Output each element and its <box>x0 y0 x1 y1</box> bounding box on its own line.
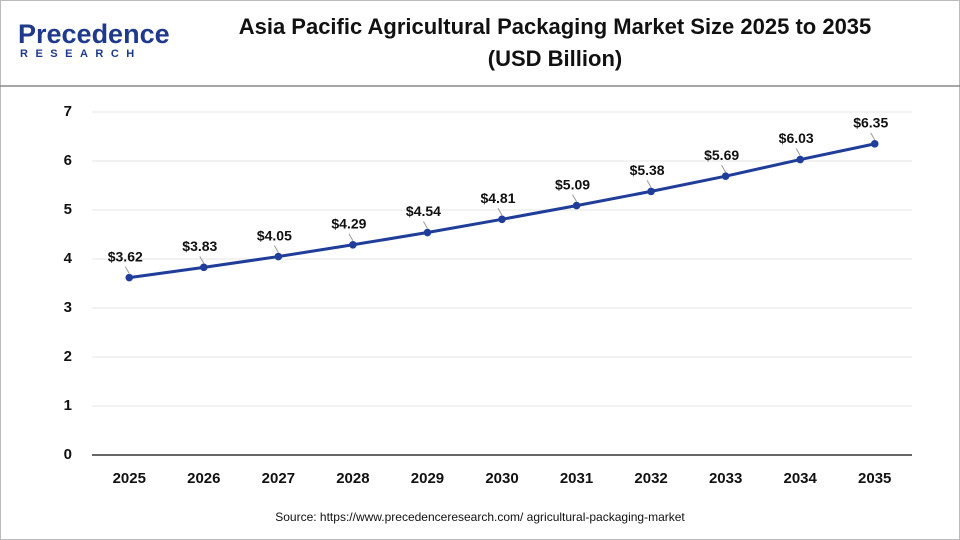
y-tick-label: 4 <box>64 250 73 267</box>
value-label: $4.54 <box>406 203 441 219</box>
x-tick-label: 2034 <box>783 470 817 487</box>
leader <box>870 132 876 141</box>
x-tick-label: 2028 <box>336 470 369 487</box>
leader <box>423 221 428 229</box>
value-label: $4.05 <box>257 227 292 243</box>
point <box>349 240 357 249</box>
leader <box>199 256 205 264</box>
leader <box>721 164 727 173</box>
logo-name: Precedence <box>18 19 170 49</box>
y-tick-label: 2 <box>64 348 72 365</box>
point <box>572 201 581 210</box>
x-tick-label: 2026 <box>187 470 220 487</box>
point <box>423 228 432 237</box>
chart-title: Asia Pacific Agricultural Packaging Mark… <box>239 14 872 39</box>
point <box>870 140 879 148</box>
y-tick-label: 0 <box>64 446 72 463</box>
y-tick-label: 5 <box>64 201 72 218</box>
value-label: $6.03 <box>779 130 814 146</box>
y-tick-label: 7 <box>64 103 72 120</box>
leader <box>497 208 503 216</box>
point <box>200 263 208 272</box>
value-label: $5.69 <box>704 147 739 163</box>
value-label: $3.62 <box>108 248 143 264</box>
source: Source: https://www.precedenceresearch.c… <box>275 510 685 524</box>
leader <box>646 180 652 188</box>
point <box>796 155 804 164</box>
x-tick-label: 2030 <box>485 470 518 487</box>
point <box>274 252 283 261</box>
leader <box>273 245 279 253</box>
y-tick-label: 1 <box>64 397 72 414</box>
y-tick-label: 3 <box>64 299 72 316</box>
point <box>721 172 730 180</box>
chart-title: (USD Billion) <box>488 46 622 71</box>
leader <box>572 194 577 202</box>
leader <box>348 233 354 242</box>
leader <box>124 266 130 274</box>
value-label: $4.29 <box>331 215 366 231</box>
logo-tagline: RESEARCH <box>20 48 142 60</box>
x-tick-label: 2032 <box>634 470 667 487</box>
y-tick-label: 6 <box>64 152 72 169</box>
x-tick-label: 2025 <box>113 470 146 487</box>
x-tick-label: 2033 <box>709 470 742 487</box>
value-label: $3.83 <box>182 238 217 254</box>
value-label: $4.81 <box>480 190 515 206</box>
point <box>647 187 655 196</box>
value-label: $5.09 <box>555 176 590 192</box>
value-label: $5.38 <box>630 162 665 178</box>
point <box>125 273 134 282</box>
leader <box>795 148 801 156</box>
x-tick-label: 2031 <box>560 470 593 487</box>
point <box>498 215 506 224</box>
x-tick-label: 2035 <box>858 470 891 487</box>
value-label: $6.35 <box>853 115 888 131</box>
x-tick-label: 2029 <box>411 470 444 487</box>
x-tick-label: 2027 <box>262 470 295 487</box>
